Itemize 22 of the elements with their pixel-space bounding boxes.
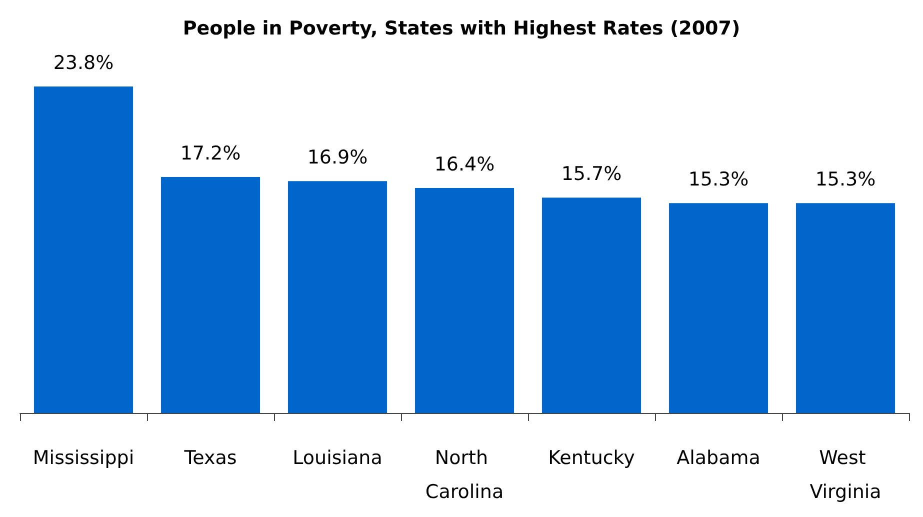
x-tick-label: West Virginia — [810, 447, 882, 503]
bar — [288, 181, 388, 413]
bar — [668, 203, 768, 413]
x-tick-label: Mississippi — [32, 447, 134, 469]
x-tick-label: Texas — [183, 447, 237, 469]
data-label: 15.7% — [561, 163, 622, 186]
x-tick-label: Louisiana — [292, 447, 382, 469]
data-label: 16.4% — [434, 153, 495, 176]
data-label: 16.9% — [307, 146, 368, 169]
data-label: 15.3% — [815, 168, 876, 191]
bar — [34, 86, 134, 413]
x-tick-label: Kentucky — [548, 447, 635, 469]
data-label: 15.3% — [688, 168, 749, 191]
x-tick-label: Alabama — [676, 447, 760, 469]
data-label: 23.8% — [53, 52, 114, 74]
chart-title: People in Poverty, States with Highest Rates (2007) — [182, 18, 740, 40]
bar — [796, 203, 896, 413]
bar — [160, 177, 260, 413]
x-tick-label: North Carolina — [425, 447, 504, 503]
bar — [542, 198, 642, 413]
bar — [414, 188, 514, 413]
data-label: 17.2% — [180, 142, 241, 165]
